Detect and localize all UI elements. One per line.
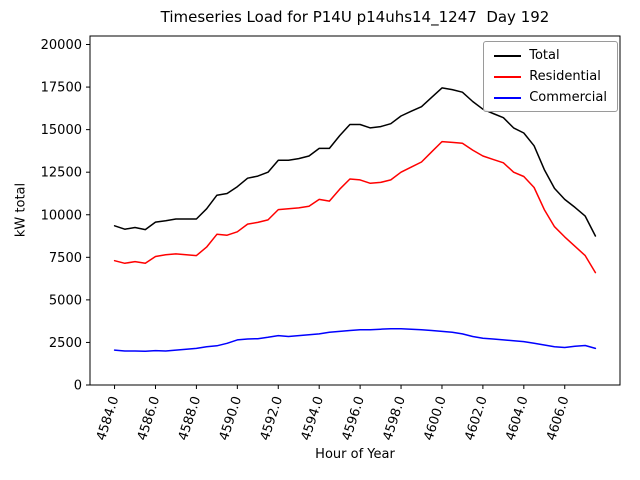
legend-item: Residential (494, 69, 607, 84)
svg-text:15000: 15000 (41, 123, 82, 138)
svg-text:20000: 20000 (41, 38, 82, 53)
legend-label: Total (529, 48, 560, 63)
svg-text:4584.0: 4584.0 (94, 395, 122, 443)
svg-text:5000: 5000 (49, 293, 82, 308)
svg-text:4606.0: 4606.0 (544, 395, 572, 443)
svg-text:0: 0 (74, 379, 82, 394)
legend-line-swatch (494, 96, 522, 99)
svg-text:4586.0: 4586.0 (135, 395, 163, 443)
svg-text:2500: 2500 (49, 336, 82, 351)
legend-line-swatch (494, 54, 522, 57)
svg-text:4604.0: 4604.0 (503, 395, 531, 443)
legend-item: Commercial (494, 90, 607, 105)
legend-label: Commercial (529, 90, 607, 105)
svg-text:4598.0: 4598.0 (381, 395, 409, 443)
svg-text:12500: 12500 (41, 166, 82, 181)
svg-text:4588.0: 4588.0 (176, 395, 204, 443)
svg-text:4594.0: 4594.0 (299, 395, 327, 443)
chart-title: Timeseries Load for P14U p14uhs14_1247 D… (160, 8, 550, 26)
legend: Total Residential Commercial (483, 41, 618, 112)
y-axis-label: kW total (13, 182, 29, 238)
svg-text:4592.0: 4592.0 (258, 395, 286, 443)
svg-text:10000: 10000 (41, 208, 82, 223)
legend-line-swatch (494, 75, 522, 78)
legend-item: Total (494, 48, 607, 63)
svg-text:4596.0: 4596.0 (340, 395, 368, 443)
x-axis-label: Hour of Year (315, 447, 395, 462)
svg-text:4600.0: 4600.0 (421, 395, 449, 443)
svg-text:7500: 7500 (49, 251, 82, 266)
legend-label: Residential (529, 69, 601, 84)
svg-text:4602.0: 4602.0 (462, 395, 490, 443)
svg-text:4590.0: 4590.0 (217, 395, 245, 443)
svg-text:17500: 17500 (41, 81, 82, 96)
